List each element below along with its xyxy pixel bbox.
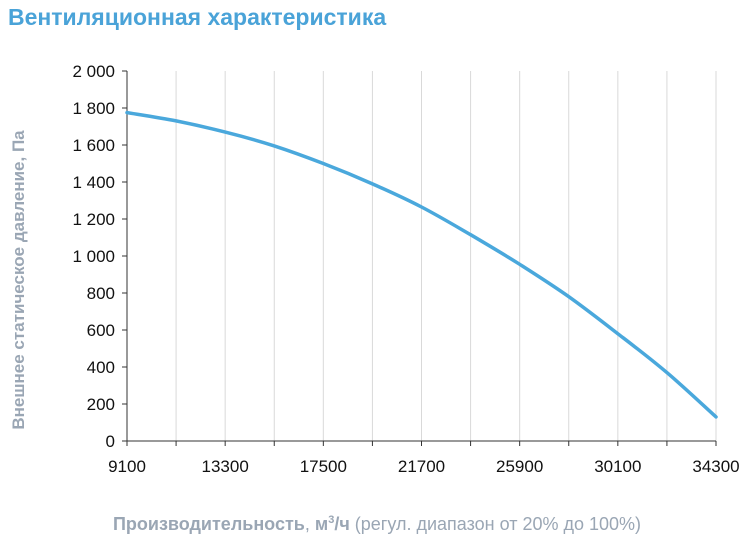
x-axis-unit-base: м xyxy=(314,514,329,534)
x-tick-label: 25900 xyxy=(496,457,543,476)
y-tick-label: 1 200 xyxy=(72,210,115,229)
chart-title: Вентиляционная характеристика xyxy=(8,4,387,30)
y-tick-label: 200 xyxy=(87,395,115,414)
y-tick-label: 1 000 xyxy=(72,247,115,266)
x-axis-label: Производительность, м3/ч (регул. диапазо… xyxy=(0,514,754,535)
x-tick-label: 17500 xyxy=(300,457,347,476)
y-tick-label: 1 400 xyxy=(72,173,115,192)
series-line xyxy=(125,110,718,419)
x-tick-label: 13300 xyxy=(202,457,249,476)
x-axis-unit-sup: 3 xyxy=(328,514,335,526)
y-tick-label: 800 xyxy=(87,284,115,303)
x-axis-label-note: (регул. диапазон от 20% до 100%) xyxy=(349,514,642,534)
x-axis-label-main: Производительность xyxy=(112,514,305,534)
x-tick-label: 21700 xyxy=(398,457,445,476)
axes xyxy=(122,70,717,446)
y-tick-label: 400 xyxy=(87,358,115,377)
x-axis-label-sep: , xyxy=(304,514,315,534)
y-tick-label: 1 800 xyxy=(72,99,115,118)
y-tick-label: 0 xyxy=(106,432,115,451)
series-lines xyxy=(125,110,718,419)
x-axis-unit: м3/ч xyxy=(315,514,350,534)
x-tick-labels: 9100 13300 17500 21700 25900 30100 34300 xyxy=(108,457,740,476)
y-axis-label: Внешнее статическое давление, Па xyxy=(9,130,28,430)
y-tick-label: 2 000 xyxy=(72,62,115,81)
y-tick-label: 1 600 xyxy=(72,136,115,155)
y-tick-labels: 0 200 400 600 800 1 000 1 200 1 400 1 600 1 800 2 … xyxy=(72,62,115,451)
x-tick-label: 34300 xyxy=(692,457,739,476)
grid-lines xyxy=(175,71,717,441)
y-tick-label: 600 xyxy=(87,321,115,340)
x-tick-label: 30100 xyxy=(594,457,641,476)
x-axis-unit-rest: /ч xyxy=(334,514,350,534)
x-tick-label: 9100 xyxy=(108,457,146,476)
